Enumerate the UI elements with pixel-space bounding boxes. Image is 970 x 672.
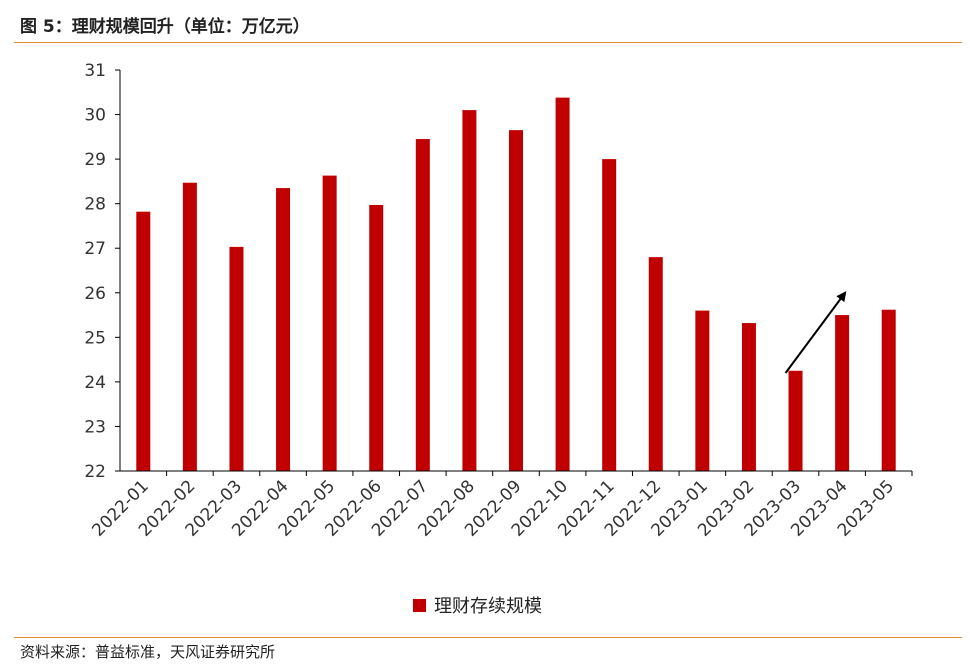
bar-2023-03 <box>788 370 803 471</box>
legend: 理财存续规模 <box>413 592 542 618</box>
bar-2022-12 <box>648 257 663 471</box>
y-tick-label: 26 <box>84 284 106 304</box>
bar-2023-01 <box>695 310 710 471</box>
bar-2022-08 <box>462 110 477 471</box>
bar-2023-02 <box>741 323 756 471</box>
bar-2022-07 <box>415 139 430 472</box>
bar-2022-02 <box>182 182 197 471</box>
bar-2022-11 <box>602 159 617 471</box>
bar-2022-09 <box>509 130 523 471</box>
y-axis: 22 23 24 25 26 27 28 29 30 31 <box>84 61 121 482</box>
y-tick-label: 31 <box>84 61 106 81</box>
legend-label: 理财存续规模 <box>434 596 542 617</box>
bar-2023-05 <box>881 309 896 471</box>
y-tick-label: 25 <box>84 328 106 348</box>
footer-divider <box>14 637 962 638</box>
bar-2022-01 <box>136 211 151 472</box>
trend-arrow <box>784 291 847 374</box>
bar-2022-10 <box>555 97 570 471</box>
y-tick-label: 23 <box>84 417 106 437</box>
bar-2022-03 <box>229 246 244 471</box>
y-tick-label: 30 <box>84 106 106 126</box>
chart-title: 图 5：理财规模回升（单位：万亿元） <box>20 17 310 37</box>
bars <box>136 97 896 472</box>
bar-2022-05 <box>322 175 337 471</box>
y-tick-label: 22 <box>84 462 106 482</box>
y-tick-label: 28 <box>84 195 106 215</box>
y-tick-label: 27 <box>84 239 106 259</box>
y-tick-label: 29 <box>84 150 106 170</box>
bar-2023-04 <box>835 315 850 471</box>
bar-2022-04 <box>276 188 291 472</box>
bar-2022-06 <box>369 205 384 471</box>
legend-swatch <box>413 598 426 612</box>
y-tick-label: 24 <box>84 373 106 393</box>
x-axis: 2022-012022-022022-032022-042022-052022-… <box>88 470 913 541</box>
source-note: 资料来源：普益标准，天风证券研究所 <box>20 643 276 661</box>
bar-chart: 22 23 24 25 26 27 28 29 30 31 2022-012022-022022-… <box>84 61 913 541</box>
title-divider <box>14 42 962 43</box>
